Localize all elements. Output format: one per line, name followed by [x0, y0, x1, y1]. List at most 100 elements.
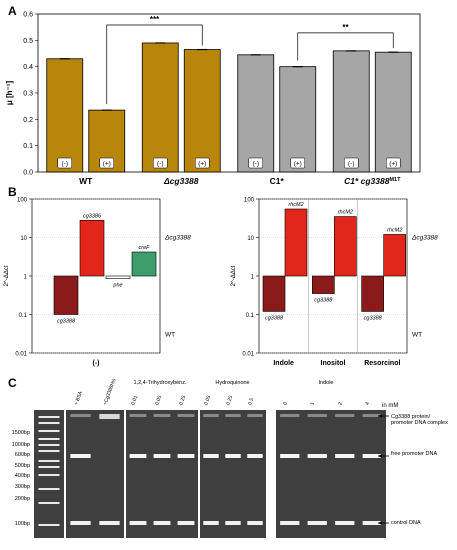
faint-complex-band [153, 414, 171, 417]
y-tick-label: 0.01 [15, 351, 27, 357]
bar-label-box [290, 157, 305, 169]
ladder-band [38, 438, 60, 440]
gene-label: rhcM2 [288, 202, 303, 208]
right-label-upper: Δcg3388 [411, 235, 438, 242]
group-label: C1* cg3388M1T [344, 176, 401, 186]
bar [279, 66, 317, 173]
significance-mark: *** [150, 15, 160, 24]
bar [374, 51, 412, 173]
x-axis-label: (-) [93, 360, 100, 367]
control-dna-band [335, 521, 355, 525]
control-arrow-head [378, 521, 382, 525]
gel-image [126, 410, 198, 538]
size-label: 300bp [14, 484, 30, 490]
y-tick-label: 10 [247, 236, 254, 242]
bar [141, 42, 179, 173]
y-tick-label: 0.3 [23, 91, 33, 98]
bar [183, 49, 221, 173]
gel-image [200, 410, 266, 538]
faint-complex-band [247, 414, 263, 417]
bar [105, 275, 131, 280]
bar-label-box [248, 157, 263, 169]
control-dna-band [280, 521, 300, 525]
gel-header-trihydroxybenz: 1,2,4-Trihydroxybenz. [133, 380, 187, 386]
free-dna-band [203, 454, 219, 458]
bar-label-box [195, 157, 210, 169]
category-label: Inositol [321, 360, 346, 367]
free-dna-band [247, 454, 263, 458]
ladder-band [38, 422, 60, 424]
faint-complex-band [129, 414, 147, 417]
bar-label: (+) [389, 161, 397, 168]
control-dna-band [129, 521, 147, 525]
group-label: Δcg3388 [163, 176, 199, 186]
bar-label: (+) [198, 161, 206, 168]
y-tick-label: 100 [17, 197, 28, 203]
control-dna-band [70, 521, 91, 525]
bar-label: (+) [294, 161, 302, 168]
free-dna-band [362, 454, 382, 458]
group-label-sup: M1T [389, 177, 401, 183]
control-dna-band [362, 521, 382, 525]
control-dna-band [225, 521, 241, 525]
gene-label: rhcM2 [338, 210, 353, 216]
y-tick-label: 1 [251, 274, 255, 280]
bar [332, 50, 370, 173]
free-dna-band [307, 454, 327, 458]
faint-complex-band [225, 414, 241, 417]
faint-complex-band [362, 414, 382, 417]
y-tick-label: 0.1 [23, 143, 33, 150]
gel-image [66, 410, 124, 538]
free-dna-band [70, 454, 91, 458]
y-tick-label: 0.5 [23, 38, 33, 45]
control-dna-label: control DNA [391, 520, 421, 526]
bar-label: (-) [157, 161, 164, 168]
category-label: Indole [273, 360, 294, 367]
free-dna-band [129, 454, 147, 458]
concentration-unit-label: in mM [382, 403, 399, 409]
significance-mark: ** [342, 23, 349, 32]
faint-complex-band [335, 414, 355, 417]
ladder-band [38, 474, 60, 476]
control-dna-band [99, 521, 120, 525]
control-dna-band [177, 521, 195, 525]
group-label: C1* [270, 176, 285, 186]
expression-chart-left: 0.01 0.1 1 10 100 2^-ΔΔct Δcg3388 WT cg3388 cg338… [4, 197, 191, 367]
bar-label: (+) [103, 161, 111, 168]
gel-header-hydroquinone: Hydroquinone [215, 380, 250, 386]
bar [53, 275, 79, 315]
bar [334, 216, 357, 277]
gene-label: cg3388 [364, 315, 383, 321]
gel-header-indole: Indole [318, 380, 334, 386]
size-label: 100bp [14, 521, 30, 527]
gene-label: cg3388 [314, 298, 333, 304]
size-label: 600bp [14, 452, 30, 458]
bar [262, 275, 286, 312]
control-dna-band [203, 521, 219, 525]
y-tick-label: 0.4 [23, 64, 33, 71]
faint-complex-band [177, 414, 195, 417]
y-tick-label: 100 [244, 197, 255, 203]
size-label: 200bp [14, 496, 30, 502]
bar-label-box [57, 157, 72, 169]
y-axis-label: 2^-ΔΔct [231, 265, 237, 286]
bar [46, 58, 84, 173]
y-axis-label: 2^-ΔΔct [4, 265, 10, 286]
faint-complex-band [203, 414, 219, 417]
bar [284, 208, 308, 277]
control-dna-band [153, 521, 171, 525]
gene-label: creF [139, 245, 151, 251]
gel-image [276, 410, 386, 538]
free-dna-band [335, 454, 355, 458]
faint-complex-band [70, 414, 91, 417]
faint-complex-band [307, 414, 327, 417]
category-label: Resorcinol [364, 360, 400, 367]
bar [131, 251, 157, 277]
bar [79, 219, 105, 277]
gene-label: phe [112, 283, 122, 289]
ladder-band [38, 502, 60, 504]
ladder-band [38, 466, 60, 468]
bar [383, 234, 406, 277]
faint-complex-band [280, 414, 300, 417]
bar-label-box [344, 157, 359, 169]
